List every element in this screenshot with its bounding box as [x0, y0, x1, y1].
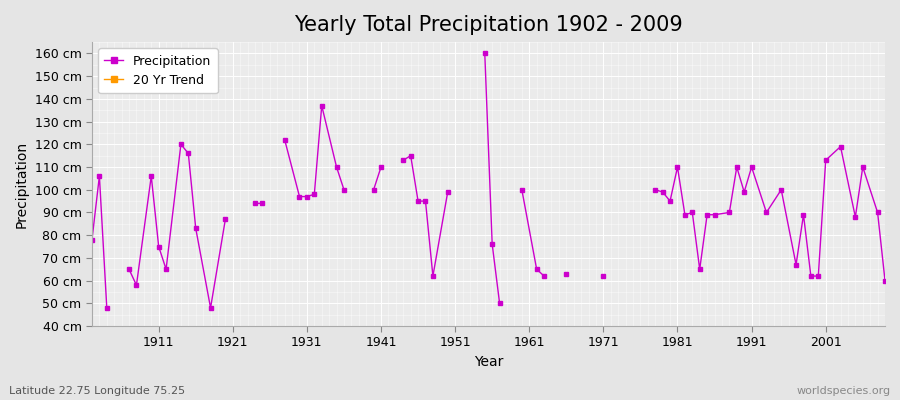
Legend: Precipitation, 20 Yr Trend: Precipitation, 20 Yr Trend [98, 48, 218, 93]
Y-axis label: Precipitation: Precipitation [15, 140, 29, 228]
Text: Latitude 22.75 Longitude 75.25: Latitude 22.75 Longitude 75.25 [9, 386, 185, 396]
Title: Yearly Total Precipitation 1902 - 2009: Yearly Total Precipitation 1902 - 2009 [294, 15, 683, 35]
X-axis label: Year: Year [473, 355, 503, 369]
Text: worldspecies.org: worldspecies.org [796, 386, 891, 396]
